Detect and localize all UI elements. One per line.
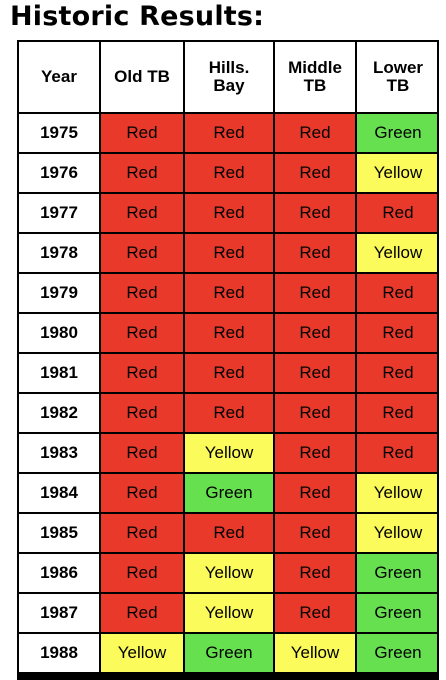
status-cell-middle-tb: Red (275, 474, 355, 512)
year-cell: 1979 (19, 274, 99, 312)
status-cell-old-tb: Red (101, 514, 183, 552)
table-body: 1975 Red Red Red Green 1976 Red Red Red Yellow 197… (19, 114, 437, 672)
status-cell-lower-tb: Yellow (357, 154, 437, 192)
page-title: Historic Results: (10, 1, 265, 32)
status-cell-middle-tb: Yellow (275, 634, 355, 672)
column-header-hills-bay: Hills. Bay (185, 42, 273, 112)
status-cell-middle-tb: Red (275, 114, 355, 152)
status-cell-old-tb: Red (101, 154, 183, 192)
status-cell-hills-bay: Red (185, 354, 273, 392)
table-row: 1978 Red Red Red Yellow (19, 234, 437, 272)
status-cell-middle-tb: Red (275, 154, 355, 192)
status-cell-middle-tb: Red (275, 314, 355, 352)
table-row: 1983 Red Yellow Red Red (19, 434, 437, 472)
table-row: 1984 Red Green Red Yellow (19, 474, 437, 512)
status-cell-old-tb: Red (101, 114, 183, 152)
status-cell-middle-tb: Red (275, 554, 355, 592)
table-row: 1986 Red Yellow Red Green (19, 554, 437, 592)
table-row: 1988 Yellow Green Yellow Green (19, 634, 437, 672)
column-header-lower-tb: Lower TB (357, 42, 437, 112)
status-cell-old-tb: Red (101, 434, 183, 472)
status-cell-old-tb: Red (101, 594, 183, 632)
status-cell-lower-tb: Red (357, 274, 437, 312)
table-row: 1975 Red Red Red Green (19, 114, 437, 152)
status-cell-middle-tb: Red (275, 194, 355, 232)
status-cell-lower-tb: Yellow (357, 514, 437, 552)
status-cell-middle-tb: Red (275, 354, 355, 392)
status-cell-old-tb: Yellow (101, 634, 183, 672)
results-table: Year Old TB Hills. Bay Middle TB Lower T… (19, 42, 437, 674)
status-cell-hills-bay: Red (185, 274, 273, 312)
status-cell-old-tb: Red (101, 474, 183, 512)
status-cell-lower-tb: Yellow (357, 474, 437, 512)
results-table-container: Year Old TB Hills. Bay Middle TB Lower T… (17, 40, 439, 680)
year-cell: 1987 (19, 594, 99, 632)
status-cell-lower-tb: Green (357, 554, 437, 592)
year-cell: 1978 (19, 234, 99, 272)
status-cell-hills-bay: Red (185, 234, 273, 272)
status-cell-lower-tb: Green (357, 594, 437, 632)
table-row: 1987 Red Yellow Red Green (19, 594, 437, 632)
status-cell-hills-bay: Red (185, 194, 273, 232)
year-cell: 1988 (19, 634, 99, 672)
status-cell-old-tb: Red (101, 274, 183, 312)
year-cell: 1986 (19, 554, 99, 592)
status-cell-hills-bay: Green (185, 474, 273, 512)
status-cell-middle-tb: Red (275, 234, 355, 272)
status-cell-old-tb: Red (101, 354, 183, 392)
status-cell-hills-bay: Red (185, 154, 273, 192)
year-cell: 1980 (19, 314, 99, 352)
year-cell: 1985 (19, 514, 99, 552)
table-row: 1976 Red Red Red Yellow (19, 154, 437, 192)
status-cell-hills-bay: Yellow (185, 594, 273, 632)
status-cell-hills-bay: Yellow (185, 434, 273, 472)
status-cell-hills-bay: Red (185, 514, 273, 552)
year-cell: 1981 (19, 354, 99, 392)
status-cell-middle-tb: Red (275, 274, 355, 312)
status-cell-hills-bay: Yellow (185, 554, 273, 592)
status-cell-middle-tb: Red (275, 514, 355, 552)
status-cell-old-tb: Red (101, 194, 183, 232)
table-row: 1982 Red Red Red Red (19, 394, 437, 432)
header-row: Year Old TB Hills. Bay Middle TB Lower T… (19, 42, 437, 112)
status-cell-old-tb: Red (101, 234, 183, 272)
table-row: 1985 Red Red Red Yellow (19, 514, 437, 552)
status-cell-hills-bay: Red (185, 314, 273, 352)
status-cell-hills-bay: Green (185, 634, 273, 672)
table-row: 1977 Red Red Red Red (19, 194, 437, 232)
year-cell: 1984 (19, 474, 99, 512)
status-cell-lower-tb: Green (357, 634, 437, 672)
column-header-year: Year (19, 42, 99, 112)
year-cell: 1983 (19, 434, 99, 472)
column-header-old-tb: Old TB (101, 42, 183, 112)
status-cell-lower-tb: Yellow (357, 234, 437, 272)
status-cell-lower-tb: Red (357, 434, 437, 472)
status-cell-hills-bay: Red (185, 394, 273, 432)
status-cell-middle-tb: Red (275, 434, 355, 472)
status-cell-old-tb: Red (101, 314, 183, 352)
status-cell-middle-tb: Red (275, 394, 355, 432)
status-cell-lower-tb: Red (357, 314, 437, 352)
table-row: 1979 Red Red Red Red (19, 274, 437, 312)
status-cell-lower-tb: Red (357, 354, 437, 392)
status-cell-old-tb: Red (101, 394, 183, 432)
status-cell-old-tb: Red (101, 554, 183, 592)
status-cell-hills-bay: Red (185, 114, 273, 152)
status-cell-lower-tb: Red (357, 394, 437, 432)
year-cell: 1975 (19, 114, 99, 152)
year-cell: 1976 (19, 154, 99, 192)
status-cell-lower-tb: Red (357, 194, 437, 232)
year-cell: 1982 (19, 394, 99, 432)
table-row: 1981 Red Red Red Red (19, 354, 437, 392)
status-cell-lower-tb: Green (357, 114, 437, 152)
status-cell-middle-tb: Red (275, 594, 355, 632)
column-header-middle-tb: Middle TB (275, 42, 355, 112)
table-row: 1980 Red Red Red Red (19, 314, 437, 352)
year-cell: 1977 (19, 194, 99, 232)
